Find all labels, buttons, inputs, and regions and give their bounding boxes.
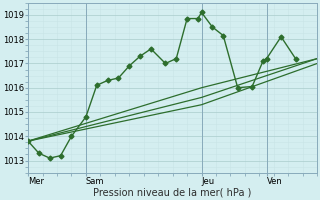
X-axis label: Pression niveau de la mer( hPa ): Pression niveau de la mer( hPa ) (93, 187, 252, 197)
